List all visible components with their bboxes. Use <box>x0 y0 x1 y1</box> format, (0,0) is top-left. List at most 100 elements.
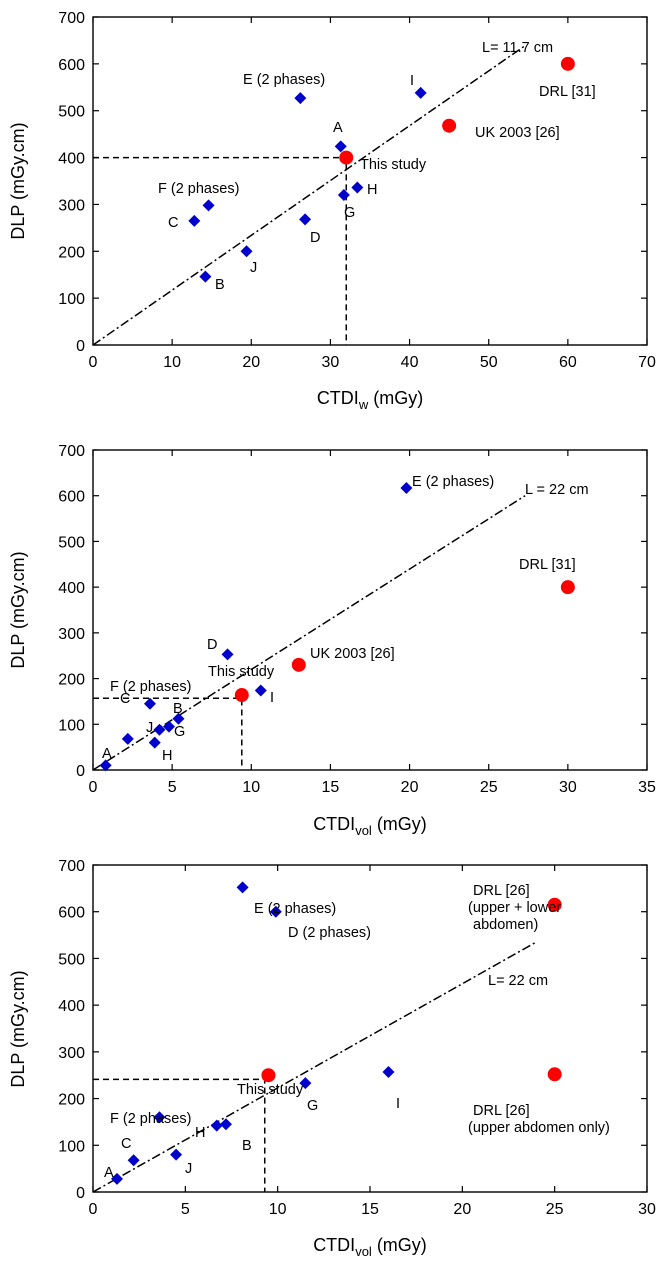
reference-point-this-study <box>339 150 354 165</box>
data-point-b <box>219 1118 232 1131</box>
x-tick-label: 0 <box>89 1201 98 1218</box>
point-label-drl: DRL [31] <box>539 84 596 100</box>
fit-line-group: L= 11.7 cm <box>92 40 553 346</box>
y-tick-label: 200 <box>58 1092 85 1109</box>
point-label-e: E (2 phases) <box>254 901 336 917</box>
data-point-j <box>240 245 253 258</box>
data-point-a <box>334 140 347 153</box>
reference-point-drl-26-upper-lower-abdomen <box>547 897 562 912</box>
point-label-this-study: This study <box>237 1082 304 1098</box>
y-tick-label: 300 <box>58 626 85 643</box>
data-point-f-2-phases <box>153 1111 166 1124</box>
point-label-a: A <box>333 120 343 136</box>
data-point-a <box>111 1172 124 1185</box>
x-tick-label: 60 <box>559 354 577 371</box>
data-point-i <box>382 1065 395 1078</box>
reference-point-drl-26-upper-abdomen-only <box>547 1067 562 1082</box>
data-point-h <box>148 736 161 749</box>
point-label-h: H <box>162 748 172 764</box>
point-label-c: C <box>168 215 178 231</box>
reference-point-uk-2003-26 <box>442 118 457 133</box>
point-label-drl-upper-2: (upper abdomen only) <box>468 1120 610 1136</box>
y-tick-label: 500 <box>58 534 85 551</box>
y-tick-label: 700 <box>58 443 85 460</box>
x-tick-label: 20 <box>401 779 419 796</box>
point-label-j: J <box>146 720 153 736</box>
point-labels: A B C D E (2 phases) F (2 phases) G H I … <box>102 474 576 764</box>
data-point-g <box>299 1077 312 1090</box>
point-label-f: F (2 phases) <box>110 1111 191 1127</box>
y-ticks: 0 100 200 300 400 500 600 700 <box>58 443 647 780</box>
data-point-f-2-phases <box>202 199 215 212</box>
x-tick-label: 15 <box>361 1201 379 1218</box>
y-tick-label: 400 <box>58 151 85 168</box>
plot-area <box>92 449 648 771</box>
point-label-drl-upper-lower-1: DRL [26] <box>473 883 530 899</box>
y-axis-label: DLP (mGy.cm) <box>8 970 28 1087</box>
point-label-this-study: This study <box>208 664 275 680</box>
x-tick-label: 10 <box>242 779 260 796</box>
y-tick-label: 500 <box>58 951 85 968</box>
data-point-h <box>210 1119 223 1132</box>
point-label-j: J <box>185 1161 192 1177</box>
point-label-uk-2003: UK 2003 [26] <box>475 125 560 141</box>
plot-frame <box>92 449 648 771</box>
point-label-drl-upper-lower-2: (upper + lower <box>468 900 561 916</box>
point-label-a: A <box>102 746 112 762</box>
point-label-e: E (2 phases) <box>412 474 494 490</box>
x-tick-label: 40 <box>401 354 419 371</box>
point-labels: A B C D E (2 phases) F (2 phases) G H I … <box>158 72 596 293</box>
point-label-d: D <box>207 637 217 653</box>
marks <box>99 481 575 772</box>
marks <box>188 56 575 283</box>
x-tick-label: 25 <box>546 1201 564 1218</box>
point-label-c: C <box>120 691 130 707</box>
data-point-b <box>172 712 185 725</box>
data-point-j <box>153 723 166 736</box>
plot-frame <box>92 864 648 1193</box>
fit-line <box>92 495 526 771</box>
fit-line-label: L= 22 cm <box>488 973 548 989</box>
y-tick-label: 300 <box>58 1045 85 1062</box>
y-tick-label: 200 <box>58 672 85 689</box>
x-tick-label: 10 <box>269 1201 287 1218</box>
point-label-f: F (2 phases) <box>158 181 239 197</box>
y-tick-label: 100 <box>58 291 85 308</box>
reference-point-uk-2003-26 <box>291 657 306 672</box>
point-label-drl-upper-lower-3: abdomen) <box>473 917 538 933</box>
x-ticks: 0 5 10 15 20 25 30 35 <box>89 450 656 796</box>
data-point-c <box>127 1154 140 1167</box>
y-tick-label: 600 <box>58 57 85 74</box>
point-label-f: F (2 phases) <box>110 679 191 695</box>
point-label-d: D <box>310 230 320 246</box>
data-point-d <box>299 213 312 226</box>
point-label-g: G <box>344 205 355 221</box>
point-label-i: I <box>410 73 414 89</box>
y-tick-label: 100 <box>58 1138 85 1155</box>
x-tick-label: 35 <box>638 779 656 796</box>
x-axis-label: CTDIw (mGy) <box>317 388 423 412</box>
point-label-a: A <box>104 1165 114 1181</box>
y-axis-label: DLP (mGy.cm) <box>8 122 28 239</box>
plot-area <box>92 864 648 1193</box>
chart-ctdivol-1: 0 5 10 15 20 25 30 35 0 100 200 300 400 500 600 700 L … <box>8 443 656 838</box>
y-tick-label: 600 <box>58 905 85 922</box>
x-tick-label: 30 <box>638 1201 656 1218</box>
x-tick-label: 0 <box>89 354 98 371</box>
point-label-drl-upper-1: DRL [26] <box>473 1103 530 1119</box>
y-tick-label: 300 <box>58 197 85 214</box>
x-ticks: 0 5 10 15 20 25 30 <box>89 865 656 1218</box>
y-ticks: 0 100 200 300 400 500 600 700 <box>58 10 647 355</box>
data-point-c <box>121 732 134 745</box>
point-label-drl: DRL [31] <box>519 557 576 573</box>
point-label-b: B <box>242 1138 252 1154</box>
x-tick-label: 30 <box>322 354 340 371</box>
fit-line <box>92 44 527 346</box>
data-point-h <box>351 181 364 194</box>
fit-line-group: L= 22 cm <box>92 941 548 1193</box>
data-point-g <box>337 189 350 202</box>
x-tick-label: 30 <box>559 779 577 796</box>
x-tick-label: 70 <box>638 354 656 371</box>
data-point-b <box>199 270 212 283</box>
data-point-j <box>170 1148 183 1161</box>
